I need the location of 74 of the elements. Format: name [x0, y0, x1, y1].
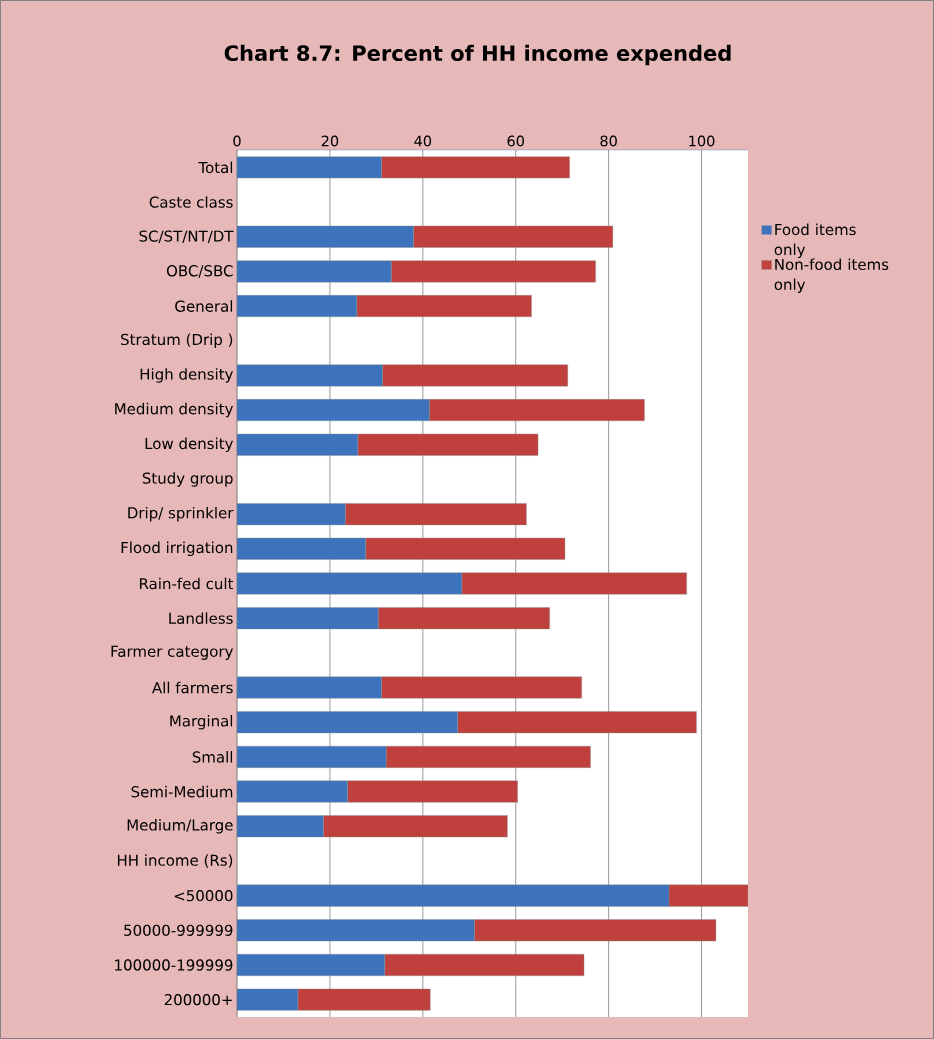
bar [237, 919, 475, 942]
x-tick-label: 20 [321, 135, 339, 147]
bar [474, 919, 717, 942]
bar [323, 815, 508, 838]
legend-label: Non-food items only [774, 258, 889, 293]
bar [237, 745, 387, 768]
x-tick-label: 40 [414, 135, 432, 147]
bar [237, 537, 366, 560]
bar [391, 260, 596, 283]
bar [457, 711, 697, 734]
y-tick-label: Rain-fed cult [139, 577, 234, 590]
bar [385, 745, 591, 768]
y-tick-label: Low density [145, 437, 234, 453]
bar [237, 156, 382, 179]
bar [237, 711, 458, 734]
bar [378, 607, 550, 630]
y-tick-label: Marginal [170, 714, 233, 730]
y-tick-label: Drip/ sprinkler [128, 506, 234, 522]
bar [237, 954, 385, 976]
y-tick-label: Medium density [115, 402, 234, 418]
chart-title: Chart 8.7: Percent of HH income expended [224, 44, 731, 66]
bar [413, 225, 614, 248]
bar [237, 607, 379, 630]
bar [237, 295, 358, 318]
bar [345, 503, 527, 526]
bar [237, 399, 430, 422]
y-tick-label: <50000 [174, 889, 233, 902]
y-tick-label: 100000-199999 [115, 959, 233, 971]
y-tick-label: Total [198, 161, 233, 174]
bar [237, 815, 324, 838]
y-tick-label: Study group [142, 472, 233, 487]
bar [382, 364, 568, 387]
y-tick-label: OBC/SBC [166, 265, 233, 278]
y-tick-label: General [175, 300, 233, 312]
bar [668, 884, 748, 907]
bar [347, 780, 518, 803]
bar [429, 399, 645, 422]
y-tick-label: Semi-Medium [131, 785, 233, 798]
bar [237, 988, 299, 1011]
bar [237, 225, 414, 248]
y-tick-label: Stratum (Drip ) [121, 333, 233, 349]
y-tick-label: High density [140, 368, 234, 383]
y-tick-label: Farmer category [111, 645, 233, 660]
y-tick-label: Caste class [149, 196, 233, 208]
bar [237, 572, 463, 595]
y-tick-label: Landless [169, 612, 233, 624]
bar [237, 676, 382, 699]
bar [297, 988, 431, 1011]
legend-label: Food items only [774, 223, 856, 259]
bar [365, 537, 566, 560]
x-tick-label: 0 [233, 135, 241, 147]
bar [461, 572, 687, 595]
y-tick-label: All farmers [152, 681, 233, 694]
y-tick-label: 200000+ [164, 993, 232, 1006]
bar [381, 156, 570, 179]
bar [237, 884, 670, 907]
y-tick-label: HH income (Rs) [117, 854, 233, 868]
y-tick-label: 50000-999999 [124, 924, 233, 936]
y-tick-label: Small [192, 751, 233, 763]
bar [237, 433, 358, 456]
bar [384, 954, 585, 976]
y-tick-label: SC/ST/NT/DT [139, 230, 234, 243]
x-tick-label: 100 [689, 135, 715, 147]
bar [381, 676, 582, 699]
x-tick-label: 60 [507, 135, 524, 147]
bar [237, 364, 383, 387]
bar [237, 780, 348, 803]
bar [357, 433, 539, 456]
y-tick-label: Flood irrigation [121, 541, 233, 557]
bar [237, 260, 392, 283]
y-tick-label: Medium/Large [127, 819, 233, 834]
bar [237, 503, 346, 526]
x-tick-label: 80 [600, 135, 617, 147]
bar [356, 295, 532, 318]
